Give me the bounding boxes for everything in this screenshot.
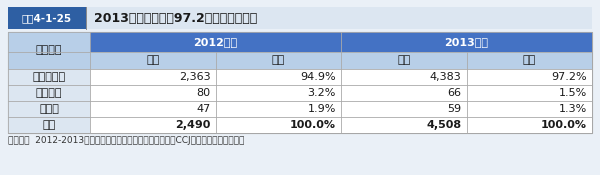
Bar bbox=[8, 69, 90, 85]
Text: 2,363: 2,363 bbox=[179, 72, 211, 82]
Text: 1.3%: 1.3% bbox=[559, 104, 587, 114]
Text: 電子商取引: 電子商取引 bbox=[32, 72, 65, 82]
Text: 59: 59 bbox=[448, 104, 461, 114]
Bar bbox=[8, 7, 86, 29]
Text: 2013年度の相談は97.2％が電子商取引: 2013年度の相談は97.2％が電子商取引 bbox=[94, 12, 257, 24]
Text: 1.9%: 1.9% bbox=[308, 104, 336, 114]
Bar bbox=[8, 32, 90, 69]
Text: 割合: 割合 bbox=[272, 55, 285, 65]
Bar bbox=[8, 7, 592, 29]
Text: 2,490: 2,490 bbox=[175, 120, 211, 130]
Text: 4,383: 4,383 bbox=[430, 72, 461, 82]
Text: 3.2%: 3.2% bbox=[308, 88, 336, 98]
Text: 2012年度: 2012年度 bbox=[193, 37, 238, 47]
Bar bbox=[90, 69, 592, 85]
Bar bbox=[90, 85, 592, 101]
Text: （備考）  2012-2013年度に消費者庁越境消費者センター（CCJ）が受け付けた相談。: （備考） 2012-2013年度に消費者庁越境消費者センター（CCJ）が受け付け… bbox=[8, 136, 244, 145]
Text: 割合: 割合 bbox=[523, 55, 536, 65]
Text: 1.5%: 1.5% bbox=[559, 88, 587, 98]
Text: 97.2%: 97.2% bbox=[551, 72, 587, 82]
Text: 94.9%: 94.9% bbox=[301, 72, 336, 82]
Text: 66: 66 bbox=[448, 88, 461, 98]
Bar bbox=[8, 117, 90, 133]
Text: 図表4-1-25: 図表4-1-25 bbox=[22, 13, 72, 23]
Bar bbox=[8, 85, 90, 101]
Text: 80: 80 bbox=[196, 88, 211, 98]
Text: 件数: 件数 bbox=[397, 55, 410, 65]
Bar bbox=[8, 101, 90, 117]
Text: 100.0%: 100.0% bbox=[290, 120, 336, 130]
Text: 件数: 件数 bbox=[146, 55, 160, 65]
Text: 47: 47 bbox=[196, 104, 211, 114]
Bar bbox=[90, 117, 592, 133]
Text: その他: その他 bbox=[39, 104, 59, 114]
Text: 合計: 合計 bbox=[43, 120, 56, 130]
Text: 2013年度: 2013年度 bbox=[445, 37, 488, 47]
Bar bbox=[90, 52, 592, 69]
Text: 100.0%: 100.0% bbox=[541, 120, 587, 130]
Bar bbox=[90, 101, 592, 117]
Text: 現地購入: 現地購入 bbox=[36, 88, 62, 98]
Text: 取引類型: 取引類型 bbox=[36, 46, 62, 55]
Text: 4,508: 4,508 bbox=[427, 120, 461, 130]
Bar bbox=[90, 32, 592, 52]
Bar bbox=[8, 32, 592, 133]
